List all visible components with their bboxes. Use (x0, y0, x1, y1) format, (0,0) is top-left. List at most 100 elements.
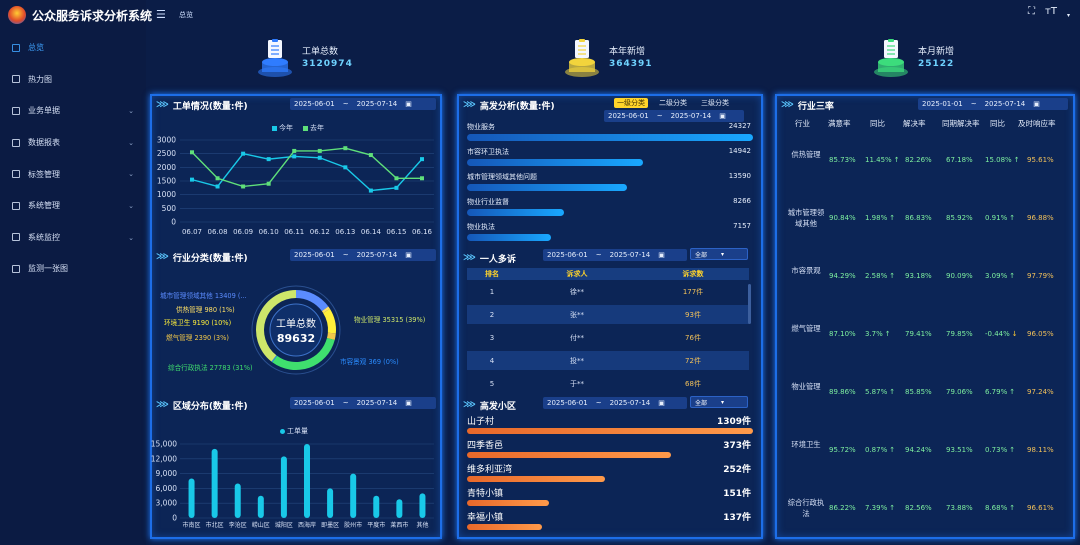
bar[interactable] (373, 495, 380, 518)
table-row[interactable]: 4 投** 72件 (467, 351, 749, 370)
industry-date-range[interactable]: 2025-06-01 ~ 2025-07-14 ▣ (290, 249, 436, 261)
tab-level2[interactable]: 二级分类 (659, 99, 687, 107)
tab-level3[interactable]: 三级分类 (701, 99, 729, 107)
rates-date-range[interactable]: 2025-01-01 ~ 2025-07-14 ▣ (918, 98, 1068, 110)
calendar-icon[interactable]: ▣ (405, 100, 412, 108)
frequent-bar-row[interactable]: 物业行业监督 8266 (467, 197, 753, 223)
community-date-range[interactable]: 2025-06-01 ~ 2025-07-14 ▣ (543, 397, 687, 409)
bar[interactable] (419, 493, 426, 518)
workorder-legend: 今年 去年 (272, 123, 324, 133)
sidebar-item[interactable]: 业务单据 ⌄ (0, 95, 146, 127)
calendar-icon[interactable]: ▣ (658, 251, 665, 259)
x-tick-label: 06.15 (386, 228, 406, 236)
community-bar-row[interactable]: 四季香邑 373件 (467, 438, 753, 462)
workorder-title: ⋙ 工单情况(数量:件) (156, 97, 248, 113)
arrow-icon: ⋙ (463, 400, 476, 410)
data-point[interactable] (368, 153, 373, 158)
menu-toggle-icon[interactable]: ☰ (156, 8, 166, 21)
calendar-icon[interactable]: ▣ (658, 399, 665, 407)
data-point[interactable] (394, 176, 399, 181)
community-bar-row[interactable]: 青特小镇 151件 (467, 486, 753, 510)
y-tick-label: 500 (162, 204, 177, 213)
data-point[interactable] (241, 151, 246, 156)
pie-slice[interactable] (323, 308, 336, 334)
community-bar-row[interactable]: 幸福小镇 137件 (467, 510, 753, 534)
bar[interactable] (211, 448, 218, 518)
data-point[interactable] (317, 148, 322, 153)
multi-filter-select[interactable]: 全部 ▾ (690, 248, 748, 260)
series-line (191, 152, 423, 192)
pie-slice[interactable] (296, 290, 329, 312)
data-point[interactable] (215, 184, 220, 189)
bar[interactable] (350, 473, 357, 518)
calendar-icon[interactable]: ▣ (719, 112, 726, 120)
sidebar-item[interactable]: 系统管理 ⌄ (0, 190, 146, 222)
sidebar-item[interactable]: 标签管理 ⌄ (0, 158, 146, 190)
stat-value: 364391 (609, 59, 653, 69)
bar[interactable] (188, 478, 195, 518)
data-point[interactable] (343, 165, 348, 170)
community-bar-row[interactable]: 维多利亚湾 252件 (467, 462, 753, 486)
data-point[interactable] (420, 176, 424, 181)
table-row[interactable]: 3 付** 76件 (467, 328, 749, 347)
bar[interactable] (327, 488, 334, 518)
x-tick-label: 城阳区 (275, 521, 293, 529)
frequent-date-range[interactable]: 2025-06-01 ~ 2025-07-14 ▣ (604, 110, 744, 122)
bar-label: 山子村 (467, 417, 495, 427)
pie-slice[interactable] (272, 338, 335, 370)
calendar-icon[interactable]: ▣ (1033, 100, 1040, 108)
sidebar-item[interactable]: 总览 (0, 32, 146, 64)
frequent-bar-row[interactable]: 市容环卫执法 14942 (467, 147, 753, 173)
community-bar-row[interactable]: 山子村 1309件 (467, 414, 753, 438)
x-tick-label: 06.12 (310, 228, 330, 236)
data-point[interactable] (266, 181, 271, 186)
scrollbar[interactable] (748, 284, 751, 324)
data-point[interactable] (292, 148, 297, 153)
bar[interactable] (396, 499, 403, 518)
table-row[interactable]: 2 张** 93件 (467, 305, 749, 324)
tab-level1[interactable]: 一级分类 (614, 98, 648, 108)
calendar-icon[interactable]: ▣ (405, 399, 412, 407)
data-point[interactable] (292, 154, 297, 159)
region-date-range[interactable]: 2025-06-01 ~ 2025-07-14 ▣ (290, 397, 436, 409)
table-row[interactable]: 1 徐** 177件 (467, 282, 749, 301)
sidebar-item[interactable]: 数据报表 ⌄ (0, 127, 146, 159)
frequent-bar-row[interactable]: 城市管理领域其他问题 13590 (467, 172, 753, 198)
data-point[interactable] (343, 146, 348, 151)
data-point[interactable] (190, 177, 194, 182)
data-point[interactable] (317, 155, 322, 160)
data-point[interactable] (190, 150, 194, 155)
bar[interactable] (234, 483, 241, 518)
data-point[interactable] (368, 188, 373, 193)
bar[interactable] (257, 495, 264, 518)
data-point[interactable] (394, 185, 399, 190)
frequent-bar-row[interactable]: 物业执法 7157 (467, 222, 753, 248)
sidebar-item[interactable]: 监测一张图 (0, 253, 146, 285)
pie-slice[interactable] (326, 332, 336, 341)
data-point[interactable] (266, 157, 271, 162)
sidebar-item[interactable]: 热力图 (0, 64, 146, 96)
data-point[interactable] (215, 176, 220, 181)
data-point[interactable] (420, 157, 424, 162)
font-size-icon[interactable]: тT (1045, 6, 1057, 17)
table-row[interactable]: 5 于** 68件 (467, 374, 749, 393)
breadcrumb[interactable]: 总览 (179, 11, 193, 19)
bar[interactable] (304, 444, 310, 518)
fullscreen-icon[interactable]: ⛶ (1028, 6, 1036, 17)
calendar-icon[interactable]: ▣ (405, 251, 412, 259)
bar[interactable] (280, 456, 287, 518)
user-dropdown-icon[interactable]: ▾ (1066, 12, 1070, 19)
stat-total: 工单总数 3120974 (256, 34, 456, 84)
multi-date-range[interactable]: 2025-06-01 ~ 2025-07-14 ▣ (543, 249, 687, 261)
sidebar-item[interactable]: 系统监控 ⌄ (0, 222, 146, 254)
pie-slice[interactable] (271, 355, 278, 363)
sidebar-item-label: 业务单据 (28, 106, 60, 116)
frequent-bar-row[interactable]: 物业服务 24327 (467, 122, 753, 148)
pie-slice[interactable] (321, 306, 330, 314)
community-filter-select[interactable]: 全部 ▾ (690, 396, 748, 408)
date-sep: ~ (595, 251, 602, 259)
pie-slice[interactable] (255, 290, 296, 362)
data-point[interactable] (241, 184, 246, 189)
donut-center-title: 工单总数 (276, 317, 316, 330)
workorder-date-range[interactable]: 2025-06-01 ~ 2025-07-14 ▣ (290, 98, 436, 110)
